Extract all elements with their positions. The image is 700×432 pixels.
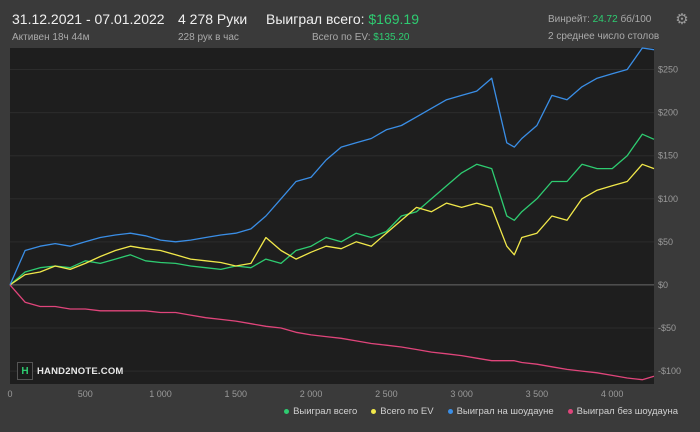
ev-line <box>9 163 655 286</box>
x-tick-label: 2 000 <box>300 389 323 399</box>
y-tick-label: $200 <box>658 108 678 118</box>
showdown-line <box>9 47 655 286</box>
hands-per-hour: 228 рук в час <box>178 32 239 43</box>
plot-area <box>10 48 654 384</box>
legend-item-non-showdown[interactable]: Выиграл без шоудауна <box>567 406 678 417</box>
y-tick-label: -$50 <box>658 323 676 333</box>
winrate-value: 24.72 <box>592 14 618 25</box>
y-tick-label: $250 <box>658 65 678 75</box>
active-time: Активен 18ч 44м <box>12 32 90 43</box>
legend-item-won[interactable]: Выиграл всего <box>284 406 357 417</box>
x-tick-label: 3 500 <box>526 389 549 399</box>
winrate-label: Винрейт: <box>548 14 590 25</box>
x-tick-label: 1 500 <box>225 389 248 399</box>
ev-total-label: Всего по EV: <box>312 32 371 43</box>
x-tick-label: 4 000 <box>601 389 624 399</box>
logo-text: HAND2NOTE.COM <box>37 365 124 377</box>
won-line <box>9 133 655 286</box>
x-tick-label: 2 500 <box>375 389 398 399</box>
winrate: Винрейт: 24.72 бб/100 <box>548 14 651 25</box>
legend-dot-showdown <box>447 409 453 414</box>
legend-item-showdown[interactable]: Выиграл на шоудауне <box>447 406 554 417</box>
y-tick-label: $0 <box>658 280 668 290</box>
y-tick-label: -$100 <box>658 366 681 376</box>
y-tick-label: $50 <box>658 237 673 247</box>
legend-dot-ev <box>371 409 377 414</box>
won-total: Выиграл всего: $169.19 <box>266 11 419 27</box>
x-axis-ticks: 0 500 1 000 1 500 2 000 2 500 3 000 3 500 4 000 <box>7 389 623 399</box>
date-range: 31.12.2021 - 07.01.2022 <box>12 11 165 27</box>
y-axis-ticks: $250 $200 $150 $100 $50 $0 -$50 -$100 <box>658 65 681 377</box>
y-tick-label: $150 <box>658 151 678 161</box>
x-tick-label: 3 000 <box>450 389 473 399</box>
legend-label-showdown: Выиграл на шоудауне <box>456 406 554 417</box>
winrate-unit: бб/100 <box>620 14 652 25</box>
x-tick-label: 500 <box>78 389 93 399</box>
won-total-label: Выиграл всего: <box>266 11 365 27</box>
legend-item-ev[interactable]: Всего по EV <box>371 406 434 417</box>
legend-label-won: Выиграл всего <box>293 406 358 417</box>
legend-dot-non-showdown <box>567 409 573 414</box>
legend-dot-won <box>284 409 290 414</box>
avg-tables: 2 среднее число столов <box>548 31 660 42</box>
non-showdown-line <box>9 284 655 381</box>
y-tick-label: $100 <box>658 194 678 204</box>
hand2note-logo: H HAND2NOTE.COM <box>17 362 124 380</box>
ev-total-value: $135.20 <box>373 32 410 43</box>
logo-mark-icon: H <box>17 362 33 380</box>
legend: Выиграл всего Всего по EV Выиграл на шоу… <box>284 406 678 417</box>
ev-total: Всего по EV: $135.20 <box>312 32 409 43</box>
legend-label-ev: Всего по EV <box>380 406 434 417</box>
hands-count: 4 278 Руки <box>178 11 248 27</box>
x-tick-label: 1 000 <box>149 389 172 399</box>
gear-icon[interactable]: ⚙ <box>675 11 689 28</box>
won-total-value: $169.19 <box>368 11 419 27</box>
series-lines <box>9 47 655 381</box>
x-tick-label: 0 <box>7 389 12 399</box>
legend-label-non-showdown: Выиграл без шоудауна <box>576 406 678 417</box>
